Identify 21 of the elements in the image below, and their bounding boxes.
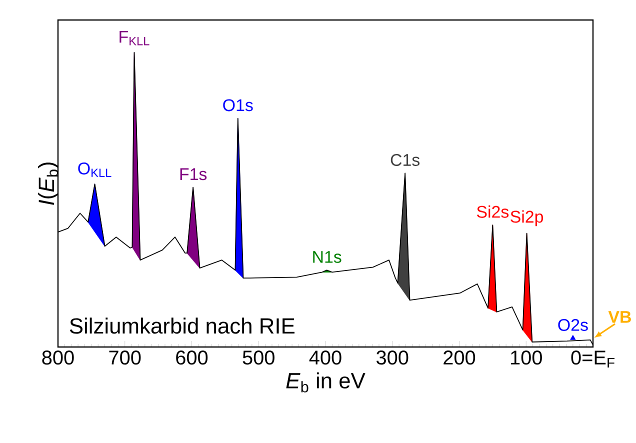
series-label: N1s (313, 251, 342, 263)
x-tick-label: 400 (309, 350, 342, 365)
x-tick-label: 100 (511, 350, 542, 365)
series-label: F1s (180, 168, 207, 180)
annotation: VB (608, 311, 631, 323)
series-label: F$_{KLL}$ (120, 30, 150, 46)
x-tick-label: 200 (444, 350, 476, 365)
x-tick-label: 0=E$_{F}$ (571, 350, 614, 368)
annotation: Silziumkarbid nach RIE (70, 318, 294, 334)
x-axis-title: E$_{b}$ in eV (286, 372, 366, 392)
series-label: Si2s (476, 205, 509, 218)
series-label: Si2p (510, 210, 544, 226)
x-tick-label: 700 (109, 350, 141, 365)
x-tick-label: 600 (176, 350, 208, 365)
series-label: O$_{KLL}$ (78, 162, 112, 177)
x-tick-label: 300 (376, 350, 408, 365)
series-label: C1s (390, 154, 420, 166)
x-tick-label: 800 (42, 350, 74, 365)
series-label: O1s (223, 99, 253, 112)
series-label: O2s (558, 318, 588, 331)
x-tick-label: 500 (242, 350, 274, 365)
